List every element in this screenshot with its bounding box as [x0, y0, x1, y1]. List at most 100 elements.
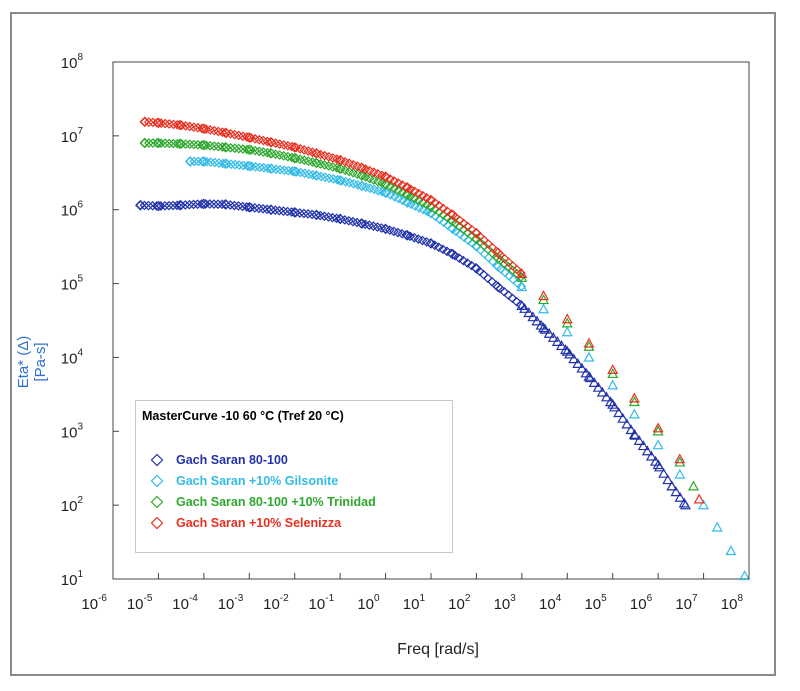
series-4 [139, 116, 705, 504]
data-point [592, 381, 604, 392]
data-point [551, 336, 563, 346]
data-point [446, 209, 457, 219]
series-3 [139, 137, 700, 491]
data-point [515, 299, 526, 310]
data-point [576, 362, 588, 373]
data-point [625, 424, 637, 435]
legend-entry: Gach Saran 80-100 +10% Trinidad [150, 493, 376, 511]
data-point [698, 499, 710, 510]
data-point [519, 302, 531, 313]
data-point [168, 200, 178, 211]
data-point [319, 160, 330, 170]
data-point [143, 117, 154, 127]
data-point [674, 468, 686, 479]
data-point [196, 199, 207, 209]
data-point [446, 248, 456, 259]
data-point [151, 201, 162, 211]
data-point [189, 156, 200, 167]
data-point [580, 367, 592, 378]
data-point [487, 248, 498, 258]
data-point [384, 225, 395, 235]
data-point [185, 156, 196, 167]
data-point [160, 200, 170, 211]
data-point [560, 344, 572, 355]
data-point [319, 150, 330, 161]
data-point [483, 252, 494, 263]
data-point [164, 200, 174, 211]
data-point [205, 199, 215, 209]
data-point [607, 379, 619, 390]
data-point [156, 138, 166, 148]
data-point [413, 188, 424, 199]
data-point [139, 200, 150, 211]
data-point [739, 570, 751, 581]
data-point [609, 401, 621, 412]
data-point [637, 440, 649, 451]
data-point [193, 139, 203, 150]
data-point [568, 353, 580, 364]
data-point [152, 117, 162, 128]
data-point [535, 319, 547, 330]
x-tick-label: 106 [630, 593, 653, 613]
data-point [401, 182, 412, 192]
data-point [323, 151, 334, 162]
x-tick-label: 10-6 [81, 593, 107, 613]
data-point [184, 199, 195, 210]
data-point [607, 364, 619, 374]
data-point [583, 340, 595, 351]
x-tick-label: 10-3 [218, 593, 244, 613]
data-point [450, 218, 461, 229]
data-point [652, 425, 664, 436]
data-point [583, 337, 595, 348]
legend-marker-icon [150, 474, 164, 488]
data-point [652, 439, 664, 450]
data-point [143, 138, 154, 148]
data-point [348, 159, 359, 170]
y-tick-label: 104 [61, 347, 84, 367]
figure-frame [10, 12, 776, 676]
data-point [462, 221, 473, 232]
data-point [454, 221, 465, 232]
data-point [547, 331, 559, 342]
x-tick-label: 103 [494, 593, 517, 613]
data-point [596, 386, 608, 397]
data-point [523, 307, 535, 318]
data-point [299, 145, 310, 155]
data-point [678, 497, 690, 508]
y-tick-label: 107 [61, 126, 84, 146]
data-point [393, 227, 403, 238]
data-point [200, 199, 211, 209]
data-point [135, 200, 146, 211]
x-tick-label: 107 [675, 593, 698, 613]
data-point [417, 235, 428, 246]
data-point [466, 260, 477, 271]
data-point [564, 348, 576, 359]
data-point [344, 166, 355, 177]
data-point [323, 161, 334, 171]
data-point [600, 391, 612, 402]
data-point [516, 281, 527, 292]
y-axis-title-line2: [Pa-s] [32, 342, 49, 382]
data-point [572, 358, 584, 368]
data-point [352, 161, 363, 172]
data-point [193, 156, 204, 167]
data-point [674, 453, 686, 464]
data-point [725, 545, 737, 556]
data-point [148, 138, 158, 148]
x-tick-label: 104 [539, 593, 562, 613]
data-point [209, 199, 219, 209]
data-point [188, 199, 199, 210]
data-point [641, 445, 653, 456]
legend-marker-icon [150, 453, 164, 467]
data-point [628, 392, 640, 403]
data-point [629, 429, 641, 440]
data-point [539, 323, 551, 334]
legend-marker [150, 495, 164, 509]
data-point [430, 198, 440, 208]
data-point [421, 237, 432, 247]
data-point [531, 315, 543, 326]
data-point [658, 467, 670, 478]
data-point [561, 326, 573, 337]
legend-marker-icon [150, 495, 164, 509]
